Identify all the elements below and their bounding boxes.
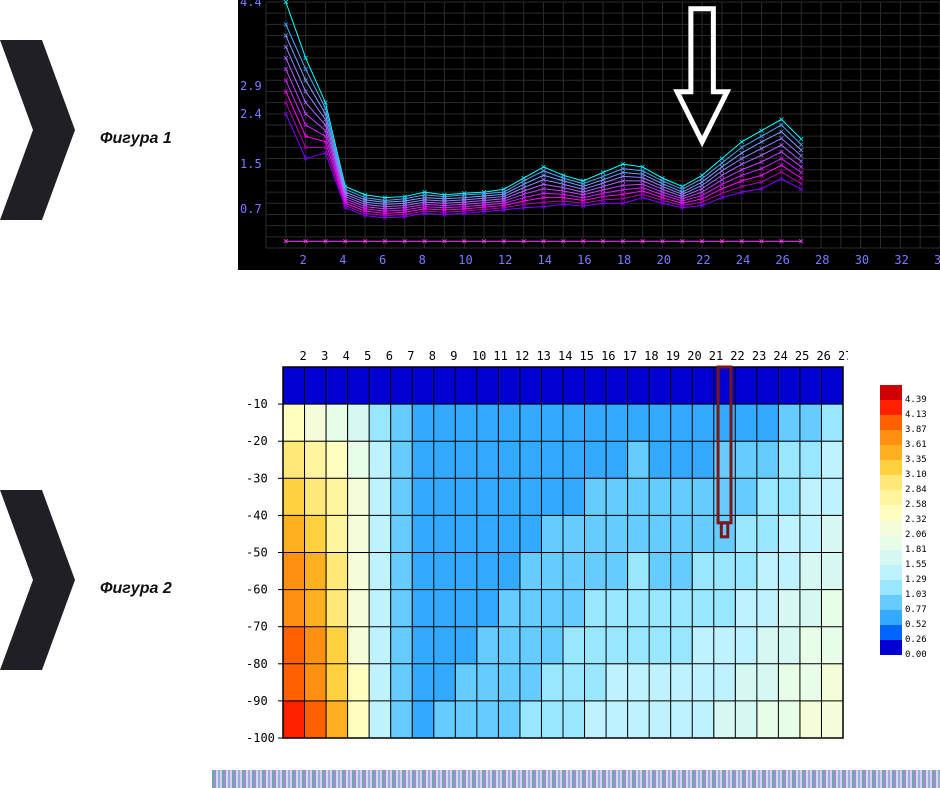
svg-text:14: 14 bbox=[558, 349, 572, 363]
svg-text:32: 32 bbox=[894, 253, 908, 267]
svg-text:9: 9 bbox=[450, 349, 457, 363]
svg-text:0.7: 0.7 bbox=[240, 202, 262, 216]
svg-text:16: 16 bbox=[601, 349, 615, 363]
svg-text:14: 14 bbox=[538, 253, 552, 267]
svg-text:27: 27 bbox=[838, 349, 848, 363]
svg-text:1.5: 1.5 bbox=[240, 157, 262, 171]
svg-text:7: 7 bbox=[407, 349, 414, 363]
svg-text:17: 17 bbox=[623, 349, 637, 363]
svg-text:10: 10 bbox=[472, 349, 486, 363]
svg-text:8: 8 bbox=[419, 253, 426, 267]
chart1-line-plot: 0.71.52.42.94.42468101214161820222426283… bbox=[238, 0, 940, 270]
svg-text:6: 6 bbox=[379, 253, 386, 267]
svg-text:2: 2 bbox=[300, 349, 307, 363]
svg-text:26: 26 bbox=[775, 253, 789, 267]
svg-text:25: 25 bbox=[795, 349, 809, 363]
chevron-figure-1 bbox=[0, 40, 75, 220]
svg-text:-90: -90 bbox=[246, 694, 268, 708]
svg-text:-10: -10 bbox=[246, 397, 268, 411]
chart2-contour-plot: 2345678910111213141516171819202122232425… bbox=[238, 345, 940, 765]
svg-text:2.4: 2.4 bbox=[240, 107, 262, 121]
svg-text:13: 13 bbox=[536, 349, 550, 363]
svg-text:2.9: 2.9 bbox=[240, 79, 262, 93]
svg-text:22: 22 bbox=[730, 349, 744, 363]
svg-text:4: 4 bbox=[343, 349, 350, 363]
svg-text:-30: -30 bbox=[246, 471, 268, 485]
svg-text:8: 8 bbox=[429, 349, 436, 363]
svg-text:18: 18 bbox=[644, 349, 658, 363]
svg-text:18: 18 bbox=[617, 253, 631, 267]
svg-text:30: 30 bbox=[855, 253, 869, 267]
svg-text:5: 5 bbox=[364, 349, 371, 363]
svg-text:12: 12 bbox=[498, 253, 512, 267]
svg-text:26: 26 bbox=[816, 349, 830, 363]
svg-text:4.4: 4.4 bbox=[240, 0, 262, 9]
svg-text:12: 12 bbox=[515, 349, 529, 363]
svg-text:10: 10 bbox=[458, 253, 472, 267]
svg-text:15: 15 bbox=[580, 349, 594, 363]
svg-text:24: 24 bbox=[773, 349, 787, 363]
label-figure-1: Фигура 1 bbox=[100, 130, 172, 148]
noise-strip bbox=[212, 770, 940, 788]
svg-text:20: 20 bbox=[687, 349, 701, 363]
chart2-color-legend: 4.394.133.873.613.353.102.842.582.322.06… bbox=[880, 385, 940, 655]
svg-text:21: 21 bbox=[709, 349, 723, 363]
svg-text:24: 24 bbox=[736, 253, 750, 267]
svg-text:-20: -20 bbox=[246, 434, 268, 448]
svg-text:4: 4 bbox=[339, 253, 346, 267]
svg-text:20: 20 bbox=[656, 253, 670, 267]
svg-text:-100: -100 bbox=[246, 731, 275, 743]
svg-text:-70: -70 bbox=[246, 620, 268, 634]
svg-text:2: 2 bbox=[300, 253, 307, 267]
svg-text:16: 16 bbox=[577, 253, 591, 267]
svg-text:19: 19 bbox=[666, 349, 680, 363]
svg-text:34: 34 bbox=[934, 253, 940, 267]
svg-text:22: 22 bbox=[696, 253, 710, 267]
svg-text:-60: -60 bbox=[246, 583, 268, 597]
svg-text:28: 28 bbox=[815, 253, 829, 267]
svg-text:-50: -50 bbox=[246, 546, 268, 560]
svg-text:-80: -80 bbox=[246, 657, 268, 671]
svg-text:23: 23 bbox=[752, 349, 766, 363]
svg-text:3: 3 bbox=[321, 349, 328, 363]
svg-text:11: 11 bbox=[493, 349, 507, 363]
svg-text:-40: -40 bbox=[246, 508, 268, 522]
label-figure-2: Фигура 2 bbox=[100, 580, 172, 598]
chevron-figure-2 bbox=[0, 490, 75, 670]
svg-text:6: 6 bbox=[386, 349, 393, 363]
